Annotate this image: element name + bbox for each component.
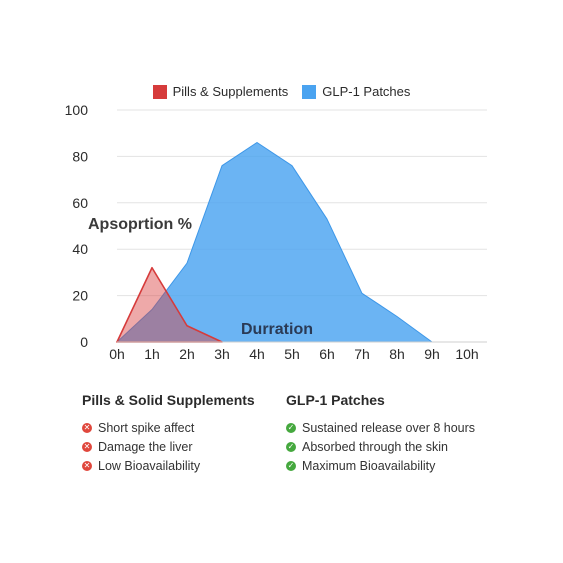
patches-bullet: ✓ Absorbed through the skin <box>286 437 475 456</box>
x-tick-label: 8h <box>389 346 405 362</box>
patches-bullet-text: Sustained release over 8 hours <box>302 421 475 435</box>
y-tick-label: 100 <box>65 102 89 118</box>
legend-item-patches: GLP-1 Patches <box>302 84 410 99</box>
y-tick-label: 80 <box>72 148 88 164</box>
y-tick-label: 20 <box>72 288 88 304</box>
x-tick-label: 0h <box>109 346 125 362</box>
annotation-absorption: Apsoprtion % <box>88 216 192 233</box>
x-tick-label: 1h <box>144 346 160 362</box>
patches-bullet-text: Absorbed through the skin <box>302 440 448 454</box>
x-tick-label: 5h <box>284 346 300 362</box>
check-circle-icon: ✓ <box>286 461 296 471</box>
legend-item-pills: Pills & Supplements <box>153 84 289 99</box>
x-tick-label: 7h <box>354 346 370 362</box>
pills-bullet-text: Damage the liver <box>98 440 193 454</box>
x-tick-label: 2h <box>179 346 195 362</box>
legend-swatch-pills <box>153 85 167 99</box>
pills-bullet-text: Short spike affect <box>98 421 194 435</box>
y-tick-label: 40 <box>72 241 88 257</box>
pills-bullet-text: Low Bioavailability <box>98 459 200 473</box>
x-tick-label: 4h <box>249 346 265 362</box>
patches-bullet: ✓ Sustained release over 8 hours <box>286 418 475 437</box>
pills-bullet: ✕ Damage the liver <box>82 437 258 456</box>
patches-bullet: ✓ Maximum Bioavailability <box>286 456 475 475</box>
legend-label-patches: GLP-1 Patches <box>322 84 410 99</box>
benefits-comparison: Pills & Solid Supplements ✕ Short spike … <box>82 392 502 475</box>
y-tick-label: 0 <box>80 334 88 350</box>
patches-column: GLP-1 Patches ✓ Sustained release over 8… <box>286 392 475 475</box>
legend-label-pills: Pills & Supplements <box>173 84 289 99</box>
pills-heading: Pills & Solid Supplements <box>82 392 258 408</box>
pills-bullet: ✕ Low Bioavailability <box>82 456 258 475</box>
x-tick-label: 6h <box>319 346 335 362</box>
patches-bullet-text: Maximum Bioavailability <box>302 459 435 473</box>
x-circle-icon: ✕ <box>82 423 92 433</box>
absorption-chart: 0 20 40 60 80 100 0h 1h 2h 3h 4h 5h 6h 7h 8h 9h 10h Apsop… <box>0 0 563 380</box>
pills-column: Pills & Solid Supplements ✕ Short spike … <box>82 392 258 475</box>
x-tick-label: 9h <box>424 346 440 362</box>
x-circle-icon: ✕ <box>82 461 92 471</box>
legend-swatch-patches <box>302 85 316 99</box>
pills-bullet: ✕ Short spike affect <box>82 418 258 437</box>
check-circle-icon: ✓ <box>286 423 296 433</box>
x-circle-icon: ✕ <box>82 442 92 452</box>
y-tick-label: 60 <box>72 195 88 211</box>
check-circle-icon: ✓ <box>286 442 296 452</box>
patches-heading: GLP-1 Patches <box>286 392 475 408</box>
chart-legend: Pills & Supplements GLP-1 Patches <box>0 84 563 99</box>
annotation-duration: Durration <box>241 321 313 338</box>
x-tick-label: 3h <box>214 346 230 362</box>
x-tick-label: 10h <box>455 346 478 362</box>
